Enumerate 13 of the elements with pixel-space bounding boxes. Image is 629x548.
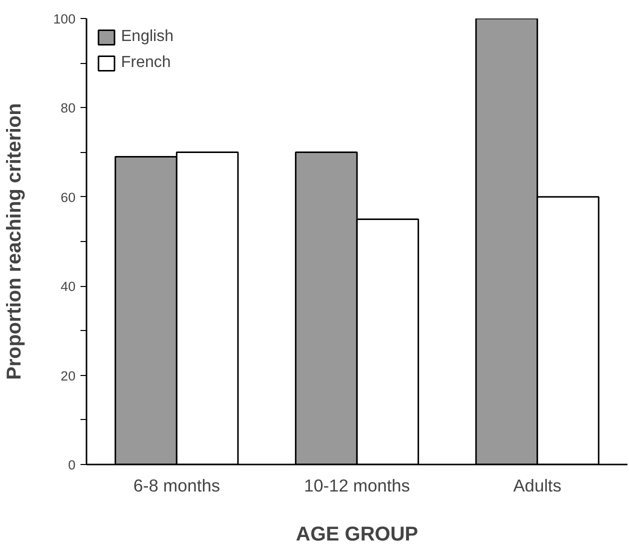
y-tick-label: 20 xyxy=(60,368,76,384)
x-tick-label: Adults xyxy=(513,476,562,496)
y-tick-label: 80 xyxy=(60,100,76,116)
y-tick-label: 100 xyxy=(53,12,76,26)
x-tick-label: 6-8 months xyxy=(133,476,220,496)
x-axis-title: AGE GROUP xyxy=(296,524,418,546)
y-tick-label: 40 xyxy=(60,279,76,294)
y-axis-title: Proportion reaching criterion xyxy=(3,103,26,380)
x-tick-label: 10-12 months xyxy=(304,476,410,496)
y-tick-label: 0 xyxy=(68,458,76,472)
legend-label: French xyxy=(121,54,171,72)
legend-label: English xyxy=(121,28,174,46)
y-tick-label: 60 xyxy=(60,190,76,205)
